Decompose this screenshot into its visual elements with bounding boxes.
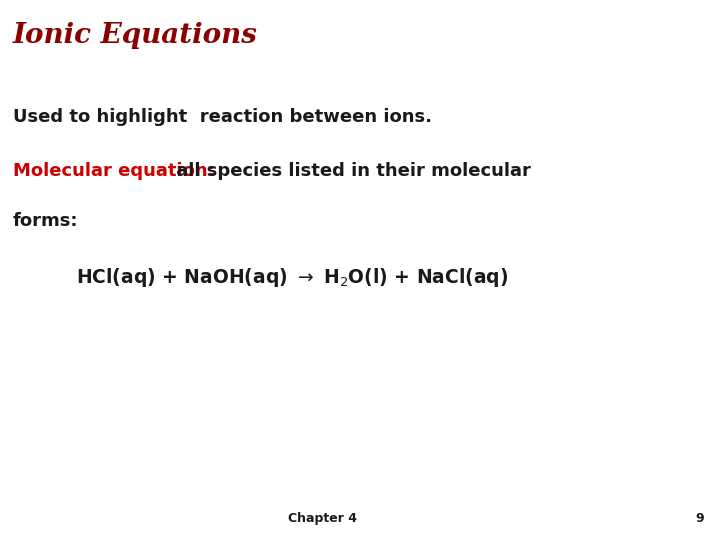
Text: Ionic Equations: Ionic Equations: [13, 22, 258, 49]
Text: all species listed in their molecular: all species listed in their molecular: [170, 162, 531, 180]
Text: Chapter 4: Chapter 4: [288, 512, 357, 525]
Text: forms:: forms:: [13, 212, 78, 230]
Text: 9: 9: [696, 512, 704, 525]
Text: Used to highlight  reaction between ions.: Used to highlight reaction between ions.: [13, 108, 432, 126]
Text: HCl(aq) + NaOH(aq) $\rightarrow$ H$_2$O(l) + NaCl(aq): HCl(aq) + NaOH(aq) $\rightarrow$ H$_2$O(…: [76, 266, 508, 289]
Text: Molecular equation:: Molecular equation:: [13, 162, 215, 180]
